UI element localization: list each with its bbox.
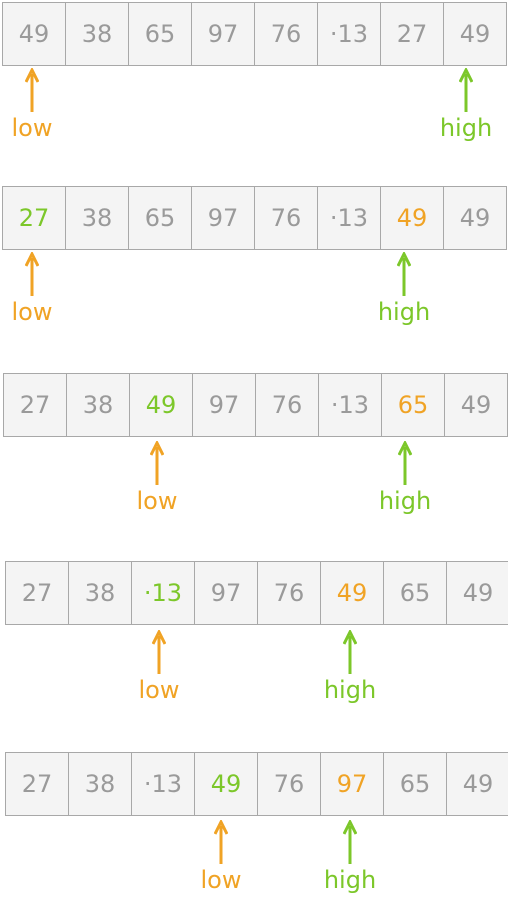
low-label: low <box>11 114 53 142</box>
up-arrow-icon <box>398 441 412 485</box>
step-2: 27 38 49 97 76 ·13 65 49 <box>3 373 508 437</box>
high-pointer: high <box>416 68 508 142</box>
array-cell: 38 <box>65 186 129 250</box>
array-cell: 65 <box>381 373 445 437</box>
step-4: 27 38 ·13 49 76 97 65 49 <box>5 752 508 816</box>
low-pointer: low <box>107 441 207 515</box>
array-cell: 49 <box>444 373 508 437</box>
up-arrow-icon <box>214 820 228 864</box>
step-1: 27 38 65 97 76 ·13 49 49 <box>2 186 507 250</box>
array-cell: 76 <box>257 561 321 625</box>
high-label: high <box>377 298 431 326</box>
array-cell: 65 <box>383 752 447 816</box>
high-pointer: high <box>300 630 400 704</box>
array-cell: 49 <box>129 373 193 437</box>
up-arrow-icon <box>25 68 39 112</box>
array-cell: 49 <box>446 561 508 625</box>
array-cell: 76 <box>254 2 318 66</box>
up-arrow-icon <box>343 820 357 864</box>
array-cell: 49 <box>380 186 444 250</box>
high-pointer: high <box>355 441 455 515</box>
up-arrow-icon <box>397 252 411 296</box>
high-label: high <box>323 676 377 704</box>
low-label: low <box>136 487 178 515</box>
array-cell: 49 <box>443 2 507 66</box>
array-cell: 97 <box>320 752 384 816</box>
array-cell: 27 <box>3 373 67 437</box>
low-pointer: low <box>109 630 209 704</box>
low-pointer: low <box>171 820 271 894</box>
array-cell: 27 <box>5 561 69 625</box>
array-cell: 65 <box>128 2 192 66</box>
array-cell: 27 <box>5 752 69 816</box>
high-label: high <box>378 487 432 515</box>
array-cell: 97 <box>191 186 255 250</box>
step-0: 49 38 65 97 76 ·13 27 49 <box>2 2 507 66</box>
array-cell: 65 <box>383 561 447 625</box>
array-cell: ·13 <box>317 186 381 250</box>
array-cell: 27 <box>380 2 444 66</box>
array-cell: 38 <box>65 2 129 66</box>
low-pointer: low <box>0 68 82 142</box>
up-arrow-icon <box>152 630 166 674</box>
high-pointer: high <box>300 820 400 894</box>
array-cell: 97 <box>191 2 255 66</box>
low-pointer: low <box>0 252 82 326</box>
array-cell: 97 <box>192 373 256 437</box>
high-label: high <box>323 866 377 894</box>
low-label: low <box>138 676 180 704</box>
array-cell: 76 <box>257 752 321 816</box>
low-label: low <box>11 298 53 326</box>
up-arrow-icon <box>343 630 357 674</box>
array-cell: 27 <box>2 186 66 250</box>
high-label: high <box>439 114 493 142</box>
array-cell: 38 <box>68 752 132 816</box>
up-arrow-icon <box>150 441 164 485</box>
low-label: low <box>200 866 242 894</box>
array-cell: ·13 <box>318 373 382 437</box>
array-cell: 97 <box>194 561 258 625</box>
high-pointer: high <box>354 252 454 326</box>
array-cell: 38 <box>66 373 130 437</box>
step-3: 27 38 ·13 97 76 49 65 49 <box>5 561 508 625</box>
up-arrow-icon <box>25 252 39 296</box>
array-cell: 49 <box>2 2 66 66</box>
array-cell: ·13 <box>131 561 195 625</box>
array-cell: ·13 <box>317 2 381 66</box>
array-cell: 65 <box>128 186 192 250</box>
array-cell: 76 <box>255 373 319 437</box>
array-cell: ·13 <box>131 752 195 816</box>
array-cell: 38 <box>68 561 132 625</box>
array-cell: 49 <box>443 186 507 250</box>
array-cell: 76 <box>254 186 318 250</box>
array-cell: 49 <box>320 561 384 625</box>
up-arrow-icon <box>459 68 473 112</box>
array-cell: 49 <box>194 752 258 816</box>
array-cell: 49 <box>446 752 508 816</box>
